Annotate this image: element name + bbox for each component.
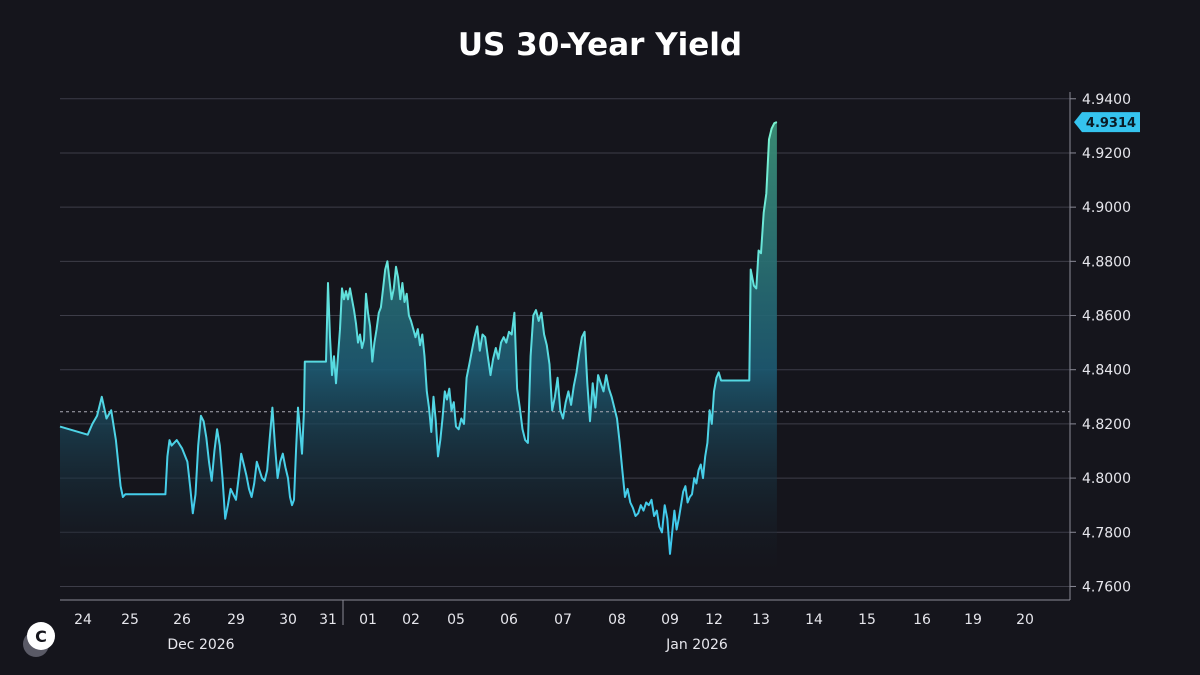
y-tick-label-9: 4.7600 [1082,579,1131,595]
last-value-label: 4.9314 [1086,116,1136,131]
x-tick-label-19: 20 [1016,612,1034,628]
y-tick-label-1: 4.9200 [1082,146,1131,162]
x-tick-label-10: 07 [554,612,572,628]
x-tick-label-1: 25 [121,612,139,628]
x-tick-label-2: 26 [173,612,191,628]
logo-letter: C [35,627,47,646]
x-tick-label-8: 05 [447,612,465,628]
y-tick-label-2: 4.9000 [1082,200,1131,216]
month-label-0: Dec 2026 [167,637,234,653]
yield-line [59,121,778,555]
x-axis-ticks: 24 25 26 29 30 31 01 02 05 06 07 08 09 12 13 14 15 16 19 20 [74,612,1034,628]
month-label-1: Jan 2026 [665,637,728,653]
x-tick-label-17: 16 [913,612,931,628]
month-labels: Dec 2026 Jan 2026 [167,637,728,653]
x-tick-label-11: 08 [608,612,626,628]
x-tick-label-18: 19 [964,612,982,628]
brand-logo: C [23,622,55,657]
last-value-badge: 4.9314 [1074,112,1140,133]
x-tick-label-3: 29 [227,612,245,628]
y-tick-label-7: 4.8000 [1082,471,1131,487]
y-axis-ticks: 4.9400 4.9200 4.9000 4.8800 4.8600 4.8400 4.82… [1070,92,1131,595]
x-tick-label-12: 09 [661,612,679,628]
x-tick-label-0: 24 [74,612,92,628]
y-tick-label-8: 4.7800 [1082,525,1131,541]
y-tick-label-4: 4.8600 [1082,309,1131,325]
y-tick-label-0: 4.9400 [1082,92,1131,108]
x-tick-label-13: 12 [705,612,723,628]
chart-title: US 30-Year Yield [458,27,742,63]
area-fill [60,122,777,572]
x-tick-label-9: 06 [500,612,518,628]
x-tick-label-5: 31 [319,612,337,628]
x-tick-label-6: 01 [359,612,377,628]
x-tick-label-14: 13 [752,612,770,628]
y-tick-label-3: 4.8800 [1082,254,1131,270]
y-tick-label-5: 4.8400 [1082,363,1131,379]
x-tick-label-4: 30 [279,612,297,628]
x-tick-label-15: 14 [805,612,823,628]
x-tick-label-7: 02 [402,612,420,628]
y-tick-label-6: 4.8200 [1082,417,1131,433]
x-tick-label-16: 15 [858,612,876,628]
